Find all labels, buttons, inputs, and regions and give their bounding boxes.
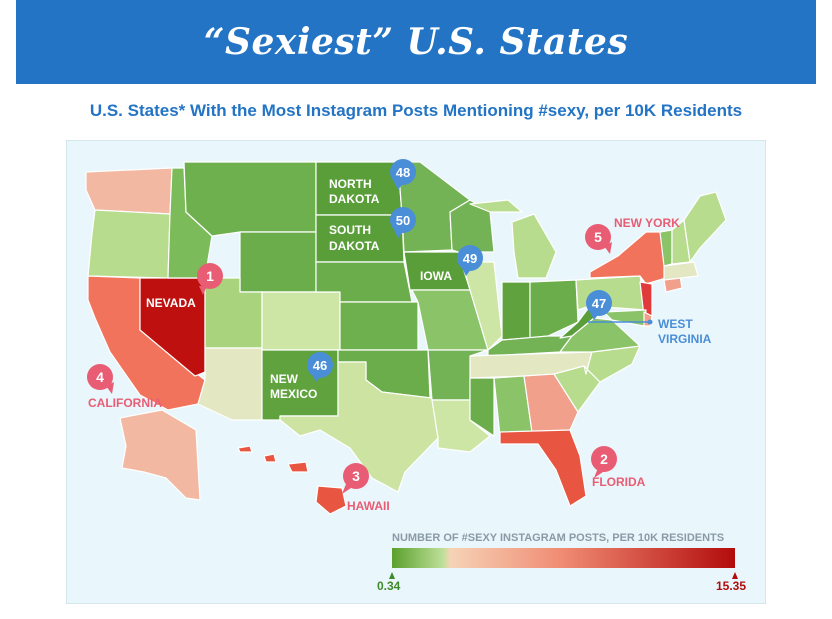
rank-marker-iowa: 49 [457, 245, 483, 276]
svg-text:2: 2 [600, 451, 608, 467]
state-wyoming [239, 231, 317, 293]
rank-marker-north-dakota: 48 [390, 159, 416, 190]
state-florida [499, 429, 587, 507]
state-oregon [87, 209, 171, 279]
svg-text:1: 1 [206, 268, 214, 284]
state-maine [683, 191, 727, 263]
state-michigan-upper [469, 199, 523, 213]
legend-color-bar [392, 548, 735, 568]
page-subtitle: U.S. States* With the Most Instagram Pos… [89, 101, 743, 120]
state-massachusetts [663, 261, 699, 281]
label-iowa: IOWA [420, 269, 452, 283]
rank-marker-south-dakota: 50 [390, 207, 416, 238]
svg-text:3: 3 [352, 468, 360, 484]
svg-text:VIRGINIA: VIRGINIA [658, 332, 712, 346]
state-washington [85, 167, 173, 215]
svg-text:WEST: WEST [658, 317, 693, 331]
svg-text:46: 46 [313, 358, 327, 373]
state-georgia [523, 373, 579, 433]
state-arizona [197, 347, 263, 421]
state-michigan [511, 213, 557, 279]
svg-text:MEXICO: MEXICO [270, 387, 317, 401]
label-hawaii: HAWAII [347, 499, 390, 513]
label-nevada: NEVADA [146, 296, 196, 310]
svg-text:DAKOTA: DAKOTA [329, 192, 380, 206]
state-alaska [119, 409, 201, 501]
state-hawaii-oahu [263, 453, 277, 463]
svg-text:50: 50 [396, 213, 410, 228]
svg-text:48: 48 [396, 165, 410, 180]
rank-marker-california: 4 [87, 364, 114, 394]
rank-marker-hawaii: 3 [342, 463, 369, 494]
svg-text:4: 4 [96, 369, 104, 385]
label-florida: FLORIDA [592, 475, 646, 489]
svg-text:NEW: NEW [270, 372, 299, 386]
label-south-dakota: SOUTH DAKOTA [329, 223, 380, 253]
rank-marker-nevada: 1 [197, 263, 223, 295]
state-illinois [461, 261, 503, 351]
title-banner: “Sexiest” U.S. States [16, 0, 816, 84]
label-california: CALIFORNIA [88, 396, 162, 410]
state-ohio [529, 279, 579, 339]
rank-marker-florida: 2 [591, 446, 617, 478]
state-hawaii-maui [287, 461, 309, 473]
svg-text:5: 5 [594, 229, 602, 245]
rank-marker-west-virginia: 47 [586, 290, 612, 320]
state-colorado [261, 291, 341, 351]
legend-title: NUMBER OF #SEXY INSTAGRAM POSTS, PER 10K… [392, 532, 724, 544]
state-hawaii-big [315, 485, 347, 515]
state-indiana [501, 281, 531, 341]
svg-text:49: 49 [463, 251, 477, 266]
svg-text:47: 47 [592, 296, 606, 311]
legend-max-label: 15.35 [716, 579, 746, 593]
west-virginia-leader-dot [647, 319, 653, 325]
state-wisconsin [449, 199, 495, 253]
svg-text:NORTH: NORTH [329, 177, 372, 191]
state-kansas [339, 301, 419, 351]
legend-min-label: 0.34 [377, 579, 401, 593]
legend-max-marker [732, 572, 738, 579]
state-mississippi [469, 377, 495, 437]
rank-marker-new-york: 5 [585, 224, 612, 254]
page-title: “Sexiest” U.S. States [203, 21, 629, 63]
state-texas [279, 361, 439, 493]
legend-min-marker [389, 572, 395, 579]
rank-marker-new-mexico: 46 [307, 352, 333, 382]
state-hawaii-kauai [237, 445, 253, 453]
state-montana [183, 161, 317, 237]
label-new-york: NEW YORK [614, 216, 680, 230]
